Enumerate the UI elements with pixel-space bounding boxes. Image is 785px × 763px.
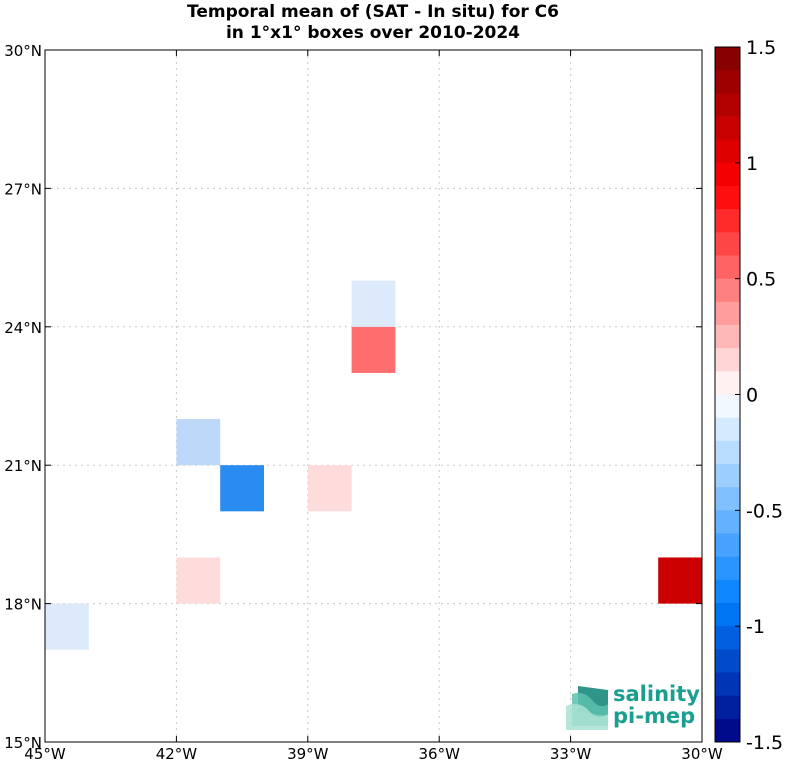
colorbar-band <box>715 186 740 210</box>
colorbar-band <box>715 487 740 511</box>
colorbar <box>714 46 741 743</box>
data-cell <box>351 326 396 373</box>
colorbar-band <box>715 556 740 581</box>
colorbar-band <box>715 47 740 71</box>
colorbar-tick-label: -0.5 <box>746 500 783 522</box>
x-tick-label: 30°W <box>681 745 723 763</box>
colorbar-band <box>715 533 740 558</box>
data-cells <box>45 280 702 650</box>
colorbar-band <box>715 348 740 372</box>
colorbar-band <box>715 603 740 627</box>
y-tick-label: 21°N <box>4 457 42 475</box>
colorbar-band <box>715 325 740 349</box>
y-axis-ticks: 15°N 18°N 21°N 24°N 27°N 30°N <box>4 42 702 752</box>
colorbar-tick-label: 0.5 <box>746 269 776 291</box>
colorbar-band <box>715 626 740 650</box>
y-tick-label: 30°N <box>4 42 42 60</box>
colorbar-band <box>715 209 740 233</box>
grid-lines <box>45 50 702 742</box>
colorbar-band <box>715 672 740 697</box>
y-tick-label: 18°N <box>4 596 42 614</box>
y-tick-label: 27°N <box>4 180 42 198</box>
x-tick-label: 36°W <box>418 745 460 763</box>
x-tick-label: 33°W <box>550 745 592 763</box>
x-axis-ticks: 45°W 42°W 39°W 36°W 33°W 30°W <box>24 50 723 763</box>
colorbar-band <box>715 510 740 534</box>
chart-title-line-2: in 1°x1° boxes over 2010-2024 <box>226 23 520 43</box>
colorbar-band <box>715 116 740 141</box>
x-tick-label: 45°W <box>24 745 66 763</box>
colorbar-band <box>715 695 740 720</box>
chart-title: Temporal mean of (SAT - In situ) for C6i… <box>187 2 559 43</box>
salinity-waves-logo-icon <box>566 686 608 730</box>
logo-text-line2: pi-mep <box>613 704 695 728</box>
colorbar-tick-label: 1 <box>746 153 758 175</box>
data-cell <box>176 557 221 604</box>
colorbar-band <box>715 394 740 419</box>
x-tick-label: 42°W <box>156 745 198 763</box>
logo-text-line1: salinity <box>613 682 700 706</box>
colorbar-band <box>715 162 740 187</box>
data-cell <box>45 603 89 650</box>
colorbar-band <box>715 232 740 256</box>
colorbar-tick-label: -1 <box>746 616 765 638</box>
colorbar-band <box>715 70 740 94</box>
colorbar-ticks: 1.5 1 0.5 0 -0.5 -1 -1.5 <box>735 37 783 754</box>
colorbar-band <box>715 139 740 164</box>
colorbar-band <box>715 417 740 442</box>
colorbar-band <box>715 278 740 303</box>
colorbar-band <box>715 371 740 395</box>
colorbar-tick-label: -1.5 <box>746 732 783 754</box>
colorbar-tick-label: 0 <box>746 385 758 407</box>
data-cell <box>351 280 396 327</box>
data-cell <box>307 465 352 512</box>
colorbar-band <box>715 718 740 743</box>
y-tick-label: 24°N <box>4 319 42 337</box>
colorbar-band <box>715 93 740 117</box>
y-tick-label: 15°N <box>4 734 42 752</box>
data-cell <box>658 557 702 604</box>
data-cell <box>220 465 264 512</box>
colorbar-band <box>715 301 740 326</box>
colorbar-band <box>715 579 740 604</box>
data-cell <box>176 419 221 466</box>
colorbar-band <box>715 649 740 673</box>
colorbar-band <box>715 440 740 465</box>
x-tick-label: 39°W <box>287 745 329 763</box>
plot-frame <box>44 49 703 743</box>
colorbar-tick-label: 1.5 <box>746 37 776 59</box>
colorbar-band <box>715 255 740 280</box>
salinity-pimep-logo: salinity pi-mep <box>566 682 700 730</box>
chart-title-line-1: Temporal mean of (SAT - In situ) for C6 <box>187 2 559 22</box>
colorbar-band <box>715 464 740 488</box>
